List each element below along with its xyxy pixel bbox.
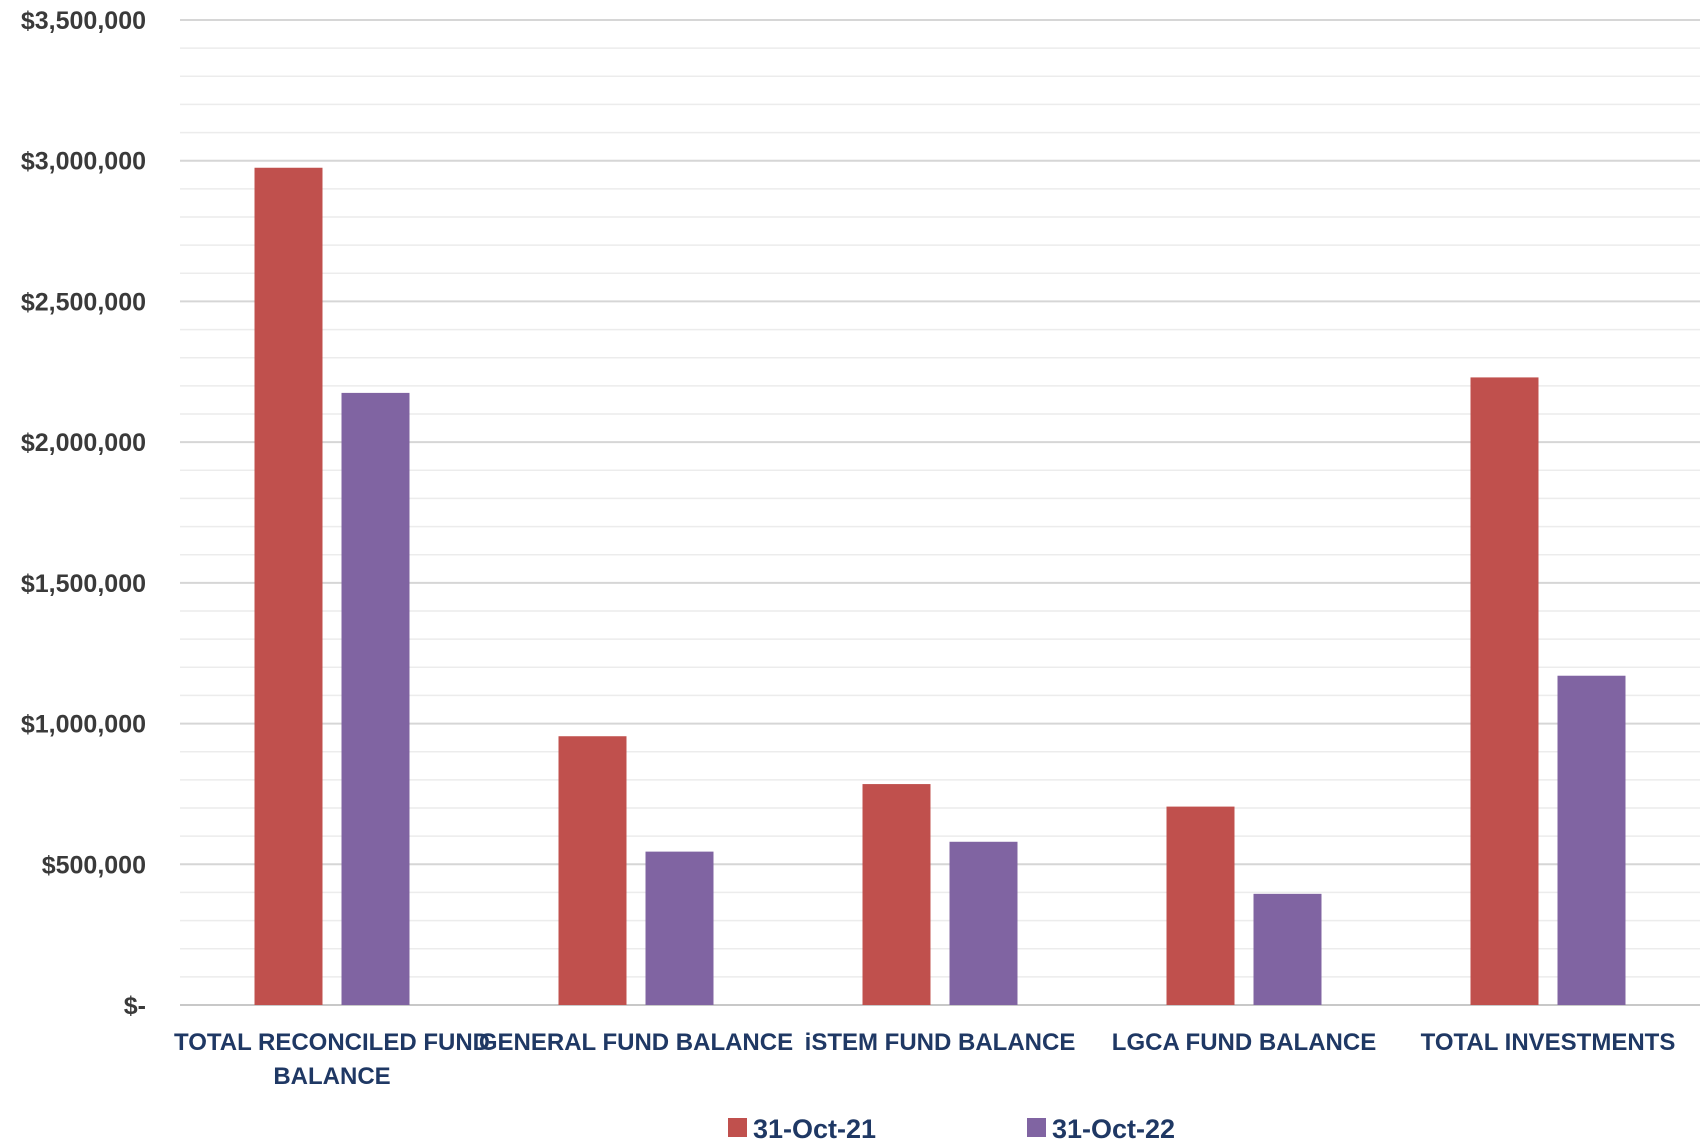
bar-2-5 — [1557, 675, 1626, 1005]
y-tick-label: $2,000,000 — [21, 429, 146, 457]
bar-2-4 — [1253, 893, 1322, 1005]
y-axis: $- $500,000 $1,000,000 $1,500,000 $2,000,000… — [21, 7, 146, 1020]
bar-1-4 — [1166, 806, 1235, 1005]
legend-label: 31-Oct-21 — [753, 1114, 876, 1144]
category-label: TOTAL RECONCILED FUND — [174, 1029, 490, 1056]
y-tick-label: $2,500,000 — [21, 288, 146, 316]
legend-swatch — [728, 1118, 747, 1137]
category-label: GENERAL FUND BALANCE — [479, 1029, 793, 1056]
y-tick-label: $- — [124, 992, 146, 1020]
bar-1-5 — [1470, 377, 1539, 1005]
category-label: TOTAL INVESTMENTS — [1421, 1029, 1676, 1056]
legend-swatch — [1027, 1118, 1046, 1137]
bar-1-3 — [862, 784, 931, 1005]
category-label: LGCA FUND BALANCE — [1112, 1029, 1376, 1056]
category-label: BALANCE — [273, 1063, 390, 1090]
bars — [254, 167, 1626, 1006]
bar-1-1 — [254, 167, 323, 1005]
y-tick-label: $3,500,000 — [21, 7, 146, 35]
bar-2-2 — [645, 851, 714, 1005]
bar-1-2 — [558, 736, 627, 1005]
legend-label: 31-Oct-22 — [1052, 1114, 1175, 1144]
y-tick-label: $3,000,000 — [21, 148, 146, 176]
y-tick-label: $1,500,000 — [21, 570, 146, 598]
category-label: iSTEM FUND BALANCE — [805, 1029, 1076, 1056]
grid — [180, 19, 1700, 1006]
bar-2-3 — [949, 841, 1018, 1005]
x-axis: TOTAL RECONCILED FUND BALANCE GENERAL FUND… — [174, 1029, 1675, 1090]
bar-2-1 — [341, 392, 410, 1006]
y-tick-label: $1,000,000 — [21, 711, 146, 739]
y-tick-label: $500,000 — [42, 851, 146, 879]
legend: 31-Oct-21 31-Oct-22 — [728, 1114, 1175, 1144]
